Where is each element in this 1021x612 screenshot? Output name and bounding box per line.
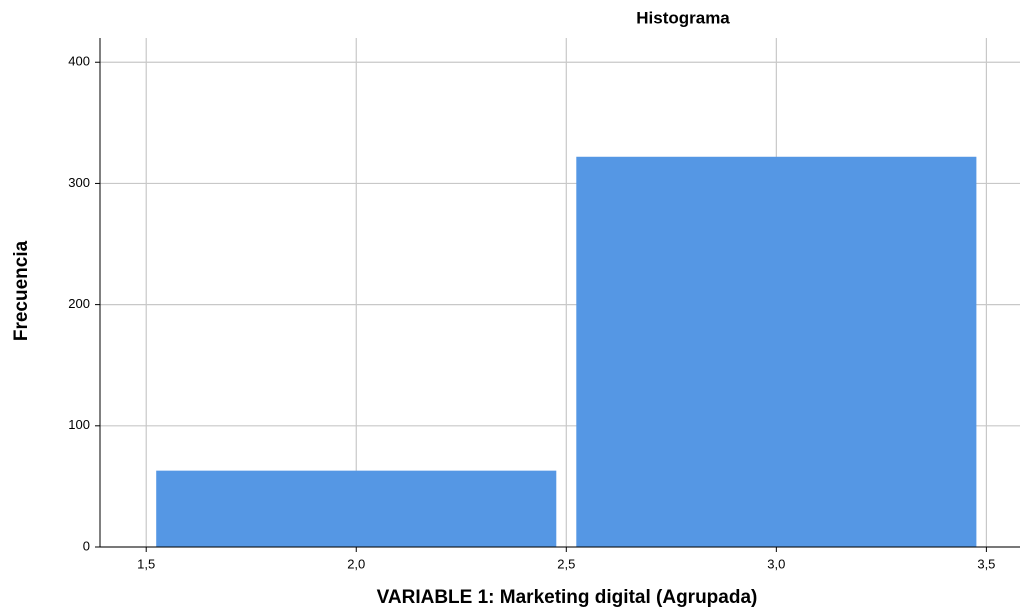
- y-tick-label: 200: [68, 296, 90, 311]
- x-tick-label: 3,5: [977, 556, 995, 571]
- x-tick-label: 2,0: [347, 556, 365, 571]
- y-axis-label: Frecuencia: [11, 240, 32, 341]
- y-tick-label: 400: [68, 54, 90, 69]
- x-tick-label: 3,0: [767, 556, 785, 571]
- y-tick-label: 0: [83, 538, 90, 553]
- bar: [576, 156, 977, 547]
- chart-title: Histograma: [636, 8, 730, 27]
- y-tick-label: 100: [68, 417, 90, 432]
- y-tick-label: 300: [68, 175, 90, 190]
- x-axis-label: VARIABLE 1: Marketing digital (Agrupada): [377, 587, 758, 608]
- x-tick-label: 1,5: [137, 556, 155, 571]
- bar: [156, 470, 557, 547]
- x-tick-label: 2,5: [557, 556, 575, 571]
